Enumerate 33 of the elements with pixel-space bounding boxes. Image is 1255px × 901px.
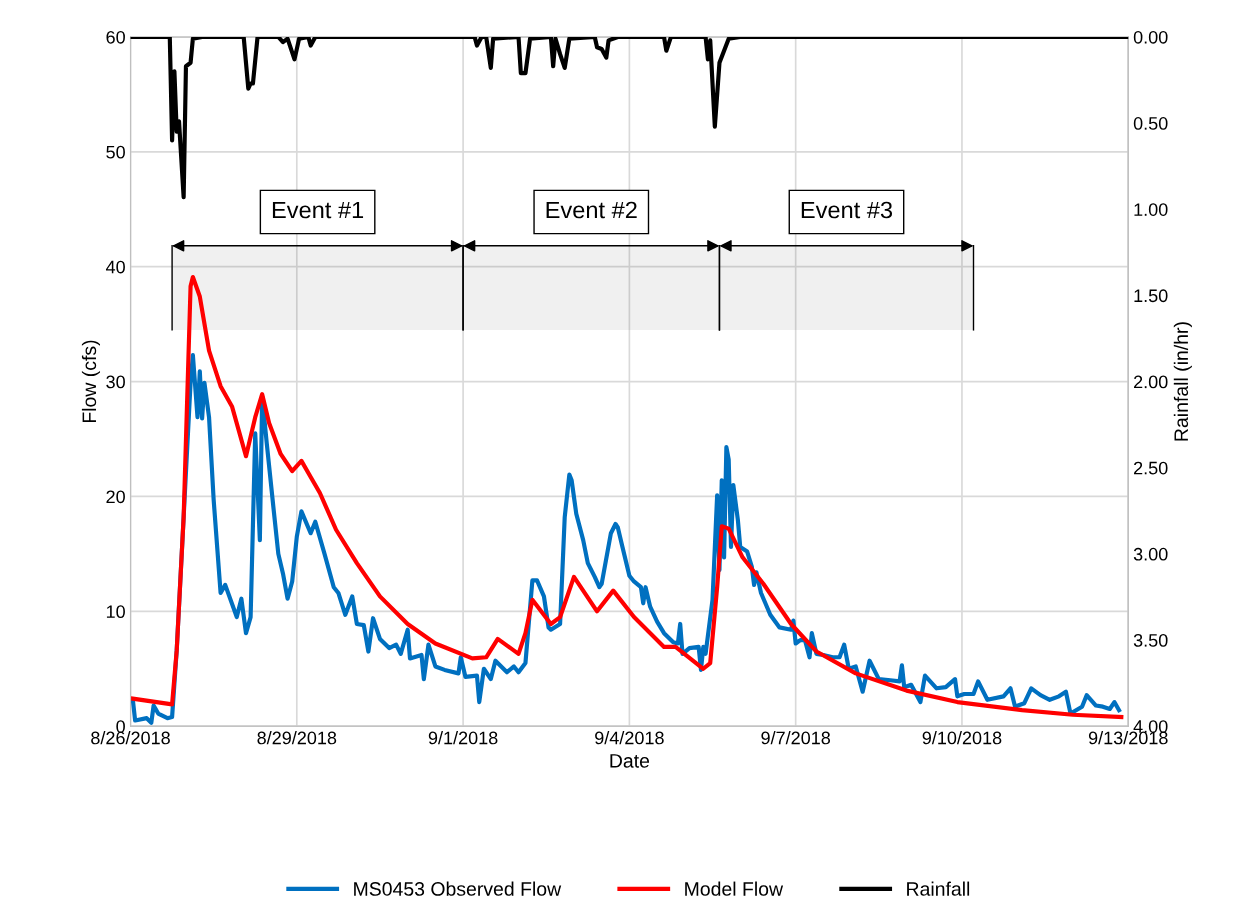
x-tick-label: 9/7/2018 bbox=[761, 731, 831, 745]
x-tick-label: 9/10/2018 bbox=[922, 731, 1002, 745]
x-axis-title: Date bbox=[610, 754, 650, 768]
y2-tick-label: 1.50 bbox=[1134, 289, 1168, 303]
y-tick-label: 0 bbox=[116, 720, 125, 733]
y-tick-label: 60 bbox=[106, 30, 125, 44]
y2-tick-label: 2.50 bbox=[1134, 461, 1168, 475]
y2-tick-label: 3.00 bbox=[1133, 547, 1168, 561]
y2-tick-label: 0.50 bbox=[1133, 117, 1168, 130]
y2-tick-label: 4.00 bbox=[1133, 720, 1168, 733]
band-label: Event #2 bbox=[546, 201, 637, 219]
y2-tick-label: 2.00 bbox=[1134, 375, 1168, 389]
x-tick-label: 8/26/2018 bbox=[91, 731, 170, 745]
y2-tick-label: 0.00 bbox=[1133, 30, 1168, 44]
y-tick-label: 10 bbox=[106, 605, 125, 619]
x-tick-label: 9/13/2018 bbox=[1088, 731, 1168, 745]
y-tick-label: 50 bbox=[106, 145, 125, 159]
line-series bbox=[130, 274, 1124, 720]
band-label: Event #3 bbox=[801, 201, 893, 219]
y2-tick-label: 1.00 bbox=[1134, 203, 1168, 216]
y-tick-label: 40 bbox=[105, 260, 125, 274]
band-label: Event #1 bbox=[272, 201, 364, 219]
x-tick-label: 9/1/2018 bbox=[428, 731, 498, 745]
x-tick-label: 9/4/2018 bbox=[595, 731, 664, 745]
y-tick-label: 30 bbox=[106, 375, 125, 389]
y-tick-label: 20 bbox=[106, 490, 125, 504]
y2-tick-label: 3.50 bbox=[1133, 633, 1168, 647]
x-tick-label: 8/29/2018 bbox=[257, 731, 337, 745]
legend-label: MS0453 Observed Flow bbox=[354, 881, 562, 896]
y2-axis-title: Rainfall (in/hr) bbox=[1173, 322, 1192, 441]
legend-label: Model Flow bbox=[685, 881, 784, 896]
legend-label: Rainfall bbox=[907, 881, 970, 896]
y-axis-title: Flow (cfs) bbox=[81, 340, 101, 423]
